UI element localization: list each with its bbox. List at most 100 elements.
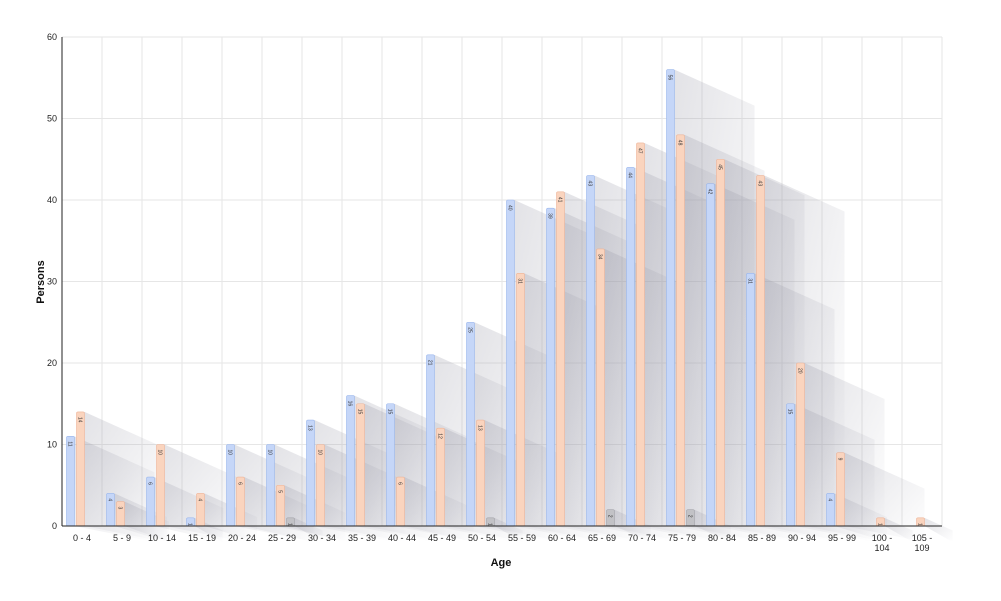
bar (386, 403, 395, 527)
bar (546, 207, 555, 527)
bar-data-label: 3 (117, 507, 123, 510)
x-tick-label: 85 - 89 (748, 533, 776, 543)
x-axis-title: Age (491, 557, 512, 569)
x-tick-label-line: 5 - 9 (113, 533, 131, 543)
x-tick-label-line: 95 - 99 (828, 533, 856, 543)
bar (226, 444, 235, 527)
x-tick-label: 55 - 59 (508, 533, 536, 543)
bar-data-label: 13 (307, 425, 313, 431)
y-tick-label: 0 (52, 521, 57, 531)
bar-data-label: 1 (487, 523, 493, 526)
x-tick-label: 30 - 34 (308, 533, 336, 543)
bar-data-label: 43 (587, 181, 593, 187)
bar-data-label: 2 (607, 515, 613, 518)
bar (156, 444, 165, 527)
x-tick-label-line: 100 - (872, 533, 893, 543)
bar (706, 183, 715, 527)
bar (836, 452, 845, 527)
bar-data-label: 4 (197, 498, 203, 501)
x-tick-label: 40 - 44 (388, 533, 416, 543)
bar-data-label: 4 (827, 498, 833, 501)
bar-data-label: 14 (77, 417, 83, 423)
bar-data-label: 15 (787, 409, 793, 415)
x-tick-label: 0 - 4 (73, 533, 91, 543)
x-tick-label-line: 65 - 69 (588, 533, 616, 543)
x-tick-label-line: 85 - 89 (748, 533, 776, 543)
bar (356, 403, 365, 527)
x-tick-label-line: 80 - 84 (708, 533, 736, 543)
x-tick-label: 75 - 79 (668, 533, 696, 543)
x-tick-label-line: 10 - 14 (148, 533, 176, 543)
bar-data-label: 10 (317, 450, 323, 456)
bar-data-label: 1 (187, 523, 193, 526)
bar-data-label: 21 (427, 360, 433, 366)
bar-data-label: 10 (157, 450, 163, 456)
bar (676, 134, 685, 527)
bar (606, 509, 615, 527)
x-tick-label: 70 - 74 (628, 533, 656, 543)
bar-data-label: 6 (397, 482, 403, 485)
y-axis-title: Persons (35, 260, 47, 303)
x-tick-label-line: 90 - 94 (788, 533, 816, 543)
x-tick-label: 100 -104 (872, 533, 893, 553)
bar-data-label: 31 (517, 278, 523, 284)
bar-data-label: 15 (387, 409, 393, 415)
bar-data-label: 20 (797, 368, 803, 374)
bar (476, 419, 485, 527)
bar-data-label: 10 (267, 450, 273, 456)
bar (556, 191, 565, 527)
x-tick-label: 80 - 84 (708, 533, 736, 543)
bar (596, 248, 605, 527)
x-tick-label-line: 105 - (912, 533, 933, 543)
x-tick-label: 90 - 94 (788, 533, 816, 543)
bar (346, 395, 355, 527)
bar-data-label: 10 (227, 450, 233, 456)
bar-shadow (294, 517, 323, 542)
y-tick-label: 60 (47, 32, 57, 42)
bar-data-label: 12 (437, 433, 443, 439)
bar (426, 354, 435, 527)
bar (756, 175, 765, 527)
bar-data-label: 44 (627, 172, 633, 178)
x-tick-label-line: 109 (914, 543, 929, 553)
bar-data-label: 40 (507, 205, 513, 211)
bar-data-label: 15 (357, 409, 363, 415)
bar-data-label: 34 (597, 254, 603, 260)
bar (746, 273, 755, 527)
x-tick-label: 95 - 99 (828, 533, 856, 543)
bar (66, 436, 75, 527)
bar-data-label: 48 (677, 140, 683, 146)
bar-data-label: 6 (147, 482, 153, 485)
bar-data-label: 42 (707, 189, 713, 195)
x-tick-label-line: 50 - 54 (468, 533, 496, 543)
bar (306, 419, 315, 527)
bar (786, 403, 795, 527)
bar-data-label: 47 (637, 148, 643, 154)
x-tick-label: 35 - 39 (348, 533, 376, 543)
bar-data-label: 56 (667, 75, 673, 81)
x-tick-label-line: 104 (874, 543, 889, 553)
tick-labels: 0 10 20 30 40 50 60 0 - 4 5 - 9 10 - 14 15 - 19 20 … (47, 32, 932, 553)
bar (436, 427, 445, 527)
bar (796, 362, 805, 527)
bar (266, 444, 275, 527)
bar-data-label: 41 (557, 197, 563, 203)
bar-data-label: 4 (107, 498, 113, 501)
x-tick-label-line: 60 - 64 (548, 533, 576, 543)
y-tick-label: 10 (47, 440, 57, 450)
bar (686, 509, 695, 527)
bar-data-label: 11 (67, 441, 73, 446)
x-tick-label: 60 - 64 (548, 533, 576, 543)
bar (626, 167, 635, 527)
bar-data-label: 6 (237, 482, 243, 485)
x-tick-label-line: 45 - 49 (428, 533, 456, 543)
x-tick-label-line: 75 - 79 (668, 533, 696, 543)
bar (516, 273, 525, 527)
x-tick-label: 5 - 9 (113, 533, 131, 543)
x-tick-label: 50 - 54 (468, 533, 496, 543)
y-tick-label: 50 (47, 114, 57, 124)
bar-data-label: 25 (467, 327, 473, 333)
x-tick-label-line: 35 - 39 (348, 533, 376, 543)
bar-data-label: 1 (877, 523, 883, 526)
